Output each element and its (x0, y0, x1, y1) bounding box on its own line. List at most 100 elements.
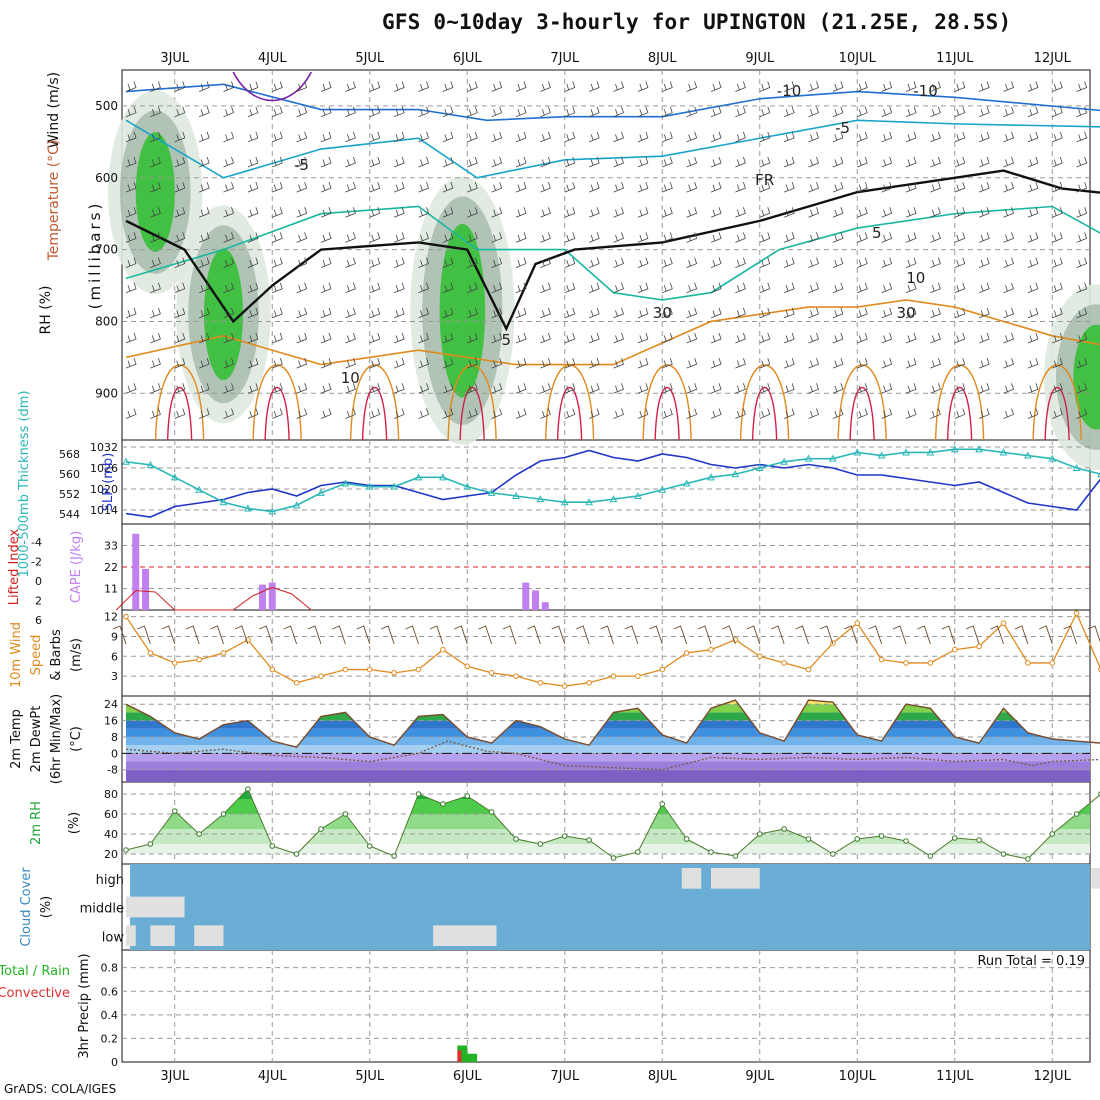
wind-barb (491, 332, 503, 344)
thickness-point (804, 454, 813, 462)
wind-barb (759, 232, 771, 243)
wind-barb (247, 156, 259, 168)
cape-bar (541, 602, 549, 610)
wind-barb (467, 156, 478, 168)
wind-barb (1076, 332, 1088, 344)
wind-barb (759, 156, 771, 168)
temp-band (126, 753, 1090, 762)
wind-speed-point (269, 666, 276, 673)
rh-point (586, 837, 592, 843)
wind-barb (393, 182, 405, 193)
wind-barb (978, 182, 990, 193)
wind-barb (564, 282, 576, 294)
wind-barb (857, 282, 868, 294)
temp-band (126, 761, 1090, 770)
wind-barb (857, 257, 868, 268)
wind-barb (710, 156, 722, 168)
cloud-block-high (681, 868, 702, 889)
wind-barb (808, 232, 819, 243)
wind-speed-point (903, 660, 909, 666)
rh-point (1025, 856, 1031, 862)
wind-barb (735, 307, 746, 319)
y-tick-pressure-600: 600 (95, 171, 118, 185)
wind-barb (247, 257, 259, 268)
wind-barb (174, 257, 186, 268)
precip-run-total: Run Total = 0.19 (977, 954, 1085, 969)
wind-barb (783, 257, 795, 268)
wind-barb (808, 282, 819, 294)
wind-barb (198, 232, 210, 243)
wind-barb (442, 106, 454, 118)
wind-barb (515, 81, 527, 92)
x-tick-top-12JUL: 12JUL (1034, 51, 1072, 66)
wind-barb (588, 106, 600, 118)
wind-barb (1027, 81, 1039, 92)
wind-barb (637, 358, 649, 369)
wind-speed-point (659, 666, 666, 673)
wind-barb (1003, 408, 1014, 419)
wind-barb (418, 182, 429, 193)
x-tick-bottom-6JUL: 6JUL (453, 1069, 483, 1084)
wind-barb-10m (112, 625, 127, 645)
wind-barb (442, 232, 454, 243)
wind-barb (1027, 182, 1039, 193)
wind-barb (393, 408, 405, 419)
wind-barb (369, 408, 381, 419)
wind-barb (345, 207, 356, 218)
thickness-point (341, 479, 350, 487)
wind-barb (930, 156, 941, 168)
wind-barb (1076, 207, 1088, 218)
wind-speed-point (440, 646, 446, 653)
precip-convective-bar (457, 1050, 462, 1062)
thickness-point (682, 479, 691, 487)
cloud-block-high (1091, 868, 1100, 889)
y-label-cape: CAPE (J/kg) (69, 531, 84, 603)
wind-barb (735, 408, 746, 419)
wind-barb (978, 257, 990, 268)
wind-barb (320, 358, 332, 369)
wind-barb-10m (551, 625, 566, 645)
cloud-block-low (433, 925, 497, 946)
wind-barb (1003, 332, 1014, 344)
wind-barb-10m (185, 625, 200, 645)
wind-barb (905, 232, 917, 243)
x-tick-top-10JUL: 10JUL (839, 51, 877, 66)
y-tick-temp-0: 0 (111, 747, 118, 760)
wind-barb (1003, 106, 1014, 118)
thickness-point (536, 495, 545, 503)
wind-barb (662, 81, 673, 92)
wind-barb (296, 383, 308, 394)
wind-barb (637, 307, 649, 319)
wind-barb (540, 358, 551, 369)
wind-barb (613, 358, 624, 369)
wind-barb (369, 156, 381, 168)
wind-barb (320, 408, 332, 419)
wind-barb (686, 307, 698, 319)
wind-barb (223, 282, 234, 294)
y-tick-temp-16: 16 (104, 715, 118, 728)
wind-barb (125, 156, 137, 168)
wind-barb (832, 207, 844, 218)
wind-barb (320, 383, 332, 394)
wind-barb (1052, 207, 1063, 218)
rh-zone-core (1073, 324, 1100, 430)
wind-barb (783, 207, 795, 218)
wind-barb (637, 131, 649, 143)
wind-barb (150, 282, 161, 294)
wind-barb (930, 106, 941, 118)
wind-barb (198, 383, 210, 394)
wind-barb (393, 207, 405, 218)
wind-barb (442, 257, 454, 268)
wind-barb (540, 81, 551, 92)
wind-barb (832, 383, 844, 394)
wind-barb (1027, 383, 1039, 394)
wind-speed-point (854, 620, 861, 627)
isotherm-FR (125, 169, 1100, 332)
wind-barb (198, 257, 210, 268)
wind-speed-point (196, 656, 202, 663)
wind-barb (223, 156, 234, 168)
isotherm-warm-loop (166, 387, 193, 441)
isotherm-warm-loop (946, 387, 973, 441)
wind-barb (442, 207, 454, 218)
wind-barb (857, 106, 868, 118)
